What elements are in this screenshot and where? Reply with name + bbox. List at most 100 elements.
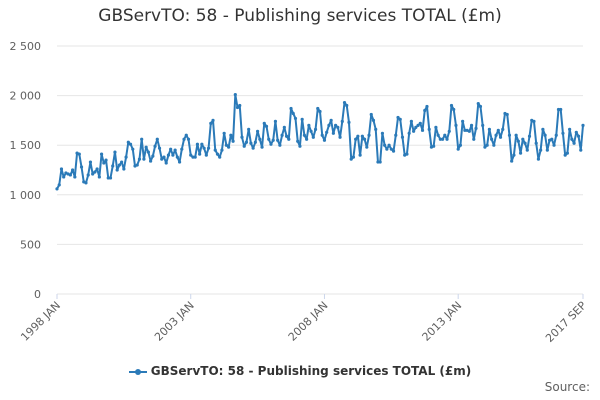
- data-point[interactable]: [405, 152, 409, 156]
- data-point[interactable]: [93, 170, 97, 174]
- data-point[interactable]: [409, 119, 413, 123]
- data-point[interactable]: [394, 133, 398, 137]
- data-point[interactable]: [302, 133, 306, 137]
- data-point[interactable]: [115, 168, 119, 172]
- data-point[interactable]: [365, 145, 369, 149]
- data-point[interactable]: [264, 124, 269, 128]
- data-point[interactable]: [177, 160, 182, 164]
- data-point[interactable]: [253, 140, 257, 144]
- data-point[interactable]: [391, 149, 396, 153]
- data-point[interactable]: [581, 123, 585, 127]
- data-point[interactable]: [338, 135, 342, 139]
- data-point[interactable]: [452, 107, 456, 112]
- data-point[interactable]: [267, 137, 271, 141]
- data-point[interactable]: [329, 118, 333, 122]
- data-point[interactable]: [153, 144, 157, 148]
- data-point[interactable]: [222, 131, 226, 135]
- data-point[interactable]: [224, 143, 228, 147]
- data-point[interactable]: [191, 155, 195, 159]
- data-point[interactable]: [543, 133, 547, 137]
- data-point[interactable]: [293, 116, 298, 121]
- data-point[interactable]: [135, 163, 139, 167]
- data-point[interactable]: [374, 127, 378, 131]
- data-point[interactable]: [496, 128, 500, 132]
- data-point[interactable]: [385, 147, 389, 151]
- data-point[interactable]: [556, 107, 561, 112]
- data-point[interactable]: [309, 129, 313, 133]
- data-point[interactable]: [215, 152, 220, 156]
- data-point[interactable]: [182, 137, 186, 141]
- data-point[interactable]: [251, 146, 255, 150]
- data-point[interactable]: [423, 108, 427, 113]
- data-point[interactable]: [128, 142, 133, 146]
- data-point[interactable]: [280, 133, 284, 137]
- data-point[interactable]: [77, 152, 81, 156]
- data-point[interactable]: [206, 146, 211, 150]
- data-point[interactable]: [541, 127, 545, 131]
- data-point[interactable]: [229, 133, 233, 137]
- data-point[interactable]: [485, 143, 489, 147]
- data-point[interactable]: [331, 131, 335, 135]
- data-point[interactable]: [249, 141, 253, 145]
- data-point[interactable]: [440, 137, 445, 141]
- data-point[interactable]: [231, 139, 235, 143]
- data-point[interactable]: [151, 154, 155, 158]
- data-point[interactable]: [425, 104, 429, 109]
- data-point[interactable]: [518, 151, 523, 155]
- data-point[interactable]: [398, 117, 402, 122]
- data-point[interactable]: [534, 141, 538, 145]
- data-point[interactable]: [456, 147, 460, 151]
- data-point[interactable]: [287, 137, 291, 141]
- data-point[interactable]: [467, 129, 471, 133]
- data-point[interactable]: [438, 137, 442, 141]
- data-point[interactable]: [193, 155, 197, 159]
- data-point[interactable]: [492, 143, 496, 147]
- data-point[interactable]: [218, 155, 222, 159]
- data-point[interactable]: [516, 139, 520, 143]
- data-point[interactable]: [342, 100, 347, 105]
- data-point[interactable]: [416, 123, 420, 127]
- data-point[interactable]: [501, 127, 505, 131]
- data-point[interactable]: [449, 103, 454, 108]
- data-point[interactable]: [200, 142, 204, 146]
- data-point[interactable]: [378, 160, 382, 164]
- data-point[interactable]: [316, 106, 320, 111]
- data-point[interactable]: [59, 167, 64, 171]
- data-point[interactable]: [113, 150, 117, 154]
- data-point[interactable]: [568, 127, 572, 131]
- data-point[interactable]: [271, 138, 275, 142]
- data-point[interactable]: [155, 137, 159, 141]
- data-point[interactable]: [305, 137, 309, 141]
- data-point[interactable]: [195, 142, 200, 146]
- data-point[interactable]: [55, 187, 59, 191]
- data-point[interactable]: [458, 143, 463, 147]
- data-point[interactable]: [527, 134, 532, 138]
- data-point[interactable]: [209, 121, 213, 125]
- data-point[interactable]: [536, 157, 541, 161]
- data-point[interactable]: [483, 145, 487, 149]
- data-point[interactable]: [160, 157, 164, 161]
- data-point[interactable]: [258, 137, 262, 141]
- data-point[interactable]: [202, 146, 206, 150]
- data-point[interactable]: [550, 137, 554, 141]
- data-point[interactable]: [255, 129, 260, 133]
- data-point[interactable]: [436, 133, 440, 137]
- data-point[interactable]: [238, 103, 242, 108]
- data-point[interactable]: [487, 127, 491, 131]
- data-point[interactable]: [240, 135, 244, 139]
- data-point[interactable]: [157, 146, 162, 150]
- data-point[interactable]: [242, 144, 246, 148]
- data-point[interactable]: [369, 112, 373, 117]
- data-point[interactable]: [420, 128, 425, 132]
- data-point[interactable]: [260, 145, 264, 149]
- data-point[interactable]: [354, 137, 358, 141]
- data-point[interactable]: [443, 133, 447, 137]
- data-point[interactable]: [510, 159, 514, 163]
- data-point[interactable]: [523, 141, 527, 145]
- data-point[interactable]: [140, 137, 144, 141]
- data-point[interactable]: [345, 103, 349, 108]
- data-point[interactable]: [311, 135, 315, 139]
- data-point[interactable]: [298, 144, 302, 148]
- data-point[interactable]: [570, 137, 574, 141]
- data-point[interactable]: [320, 133, 324, 137]
